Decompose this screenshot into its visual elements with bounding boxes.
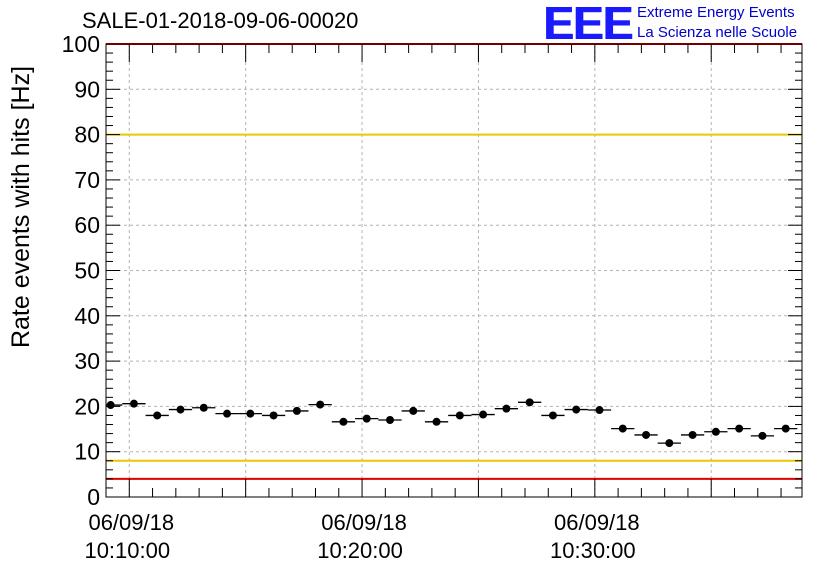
data-point [525,398,534,407]
reference-lines [106,43,802,480]
data-point [292,406,301,415]
data-point [246,409,255,418]
x-tick-date-label: 06/09/18 [554,510,640,535]
data-point [595,406,604,415]
y-tick-label: 60 [74,212,100,238]
data-point [642,430,651,439]
y-tick-label: 80 [74,122,100,148]
data-point [455,411,464,420]
data-point [269,411,278,420]
y-tick-label: 40 [74,303,100,329]
data-point [409,406,418,415]
data-point [199,403,208,412]
data-point [223,409,232,418]
logo-line-1: Extreme Energy Events [637,4,795,21]
data-point [572,405,581,414]
data-point [176,405,185,414]
data-point [479,410,488,419]
y-axis-label: Rate events with hits [Hz] [7,66,35,348]
x-tick-time-label: 10:30:00 [550,538,636,563]
data-point [688,430,697,439]
x-tick-date-label: 06/09/18 [321,510,407,535]
data-point [129,399,138,408]
data-point [339,417,348,426]
x-tick-time-label: 10:10:00 [84,538,170,563]
data-point [153,411,162,420]
data-point [316,400,325,409]
y-tick-label: 100 [62,31,100,57]
grid [106,44,802,497]
chart-title: SALE-01-2018-09-06-00020 [82,8,359,33]
data-point [432,417,441,426]
y-tick-label: 30 [74,348,100,374]
data-point [735,424,744,433]
data-point [665,439,674,448]
x-tick-date-label: 06/09/18 [88,510,174,535]
data-point [758,431,767,440]
y-tick-label: 70 [74,167,100,193]
data-point [711,427,720,436]
logo-line-2: La Scienza nelle Scuole [637,24,798,41]
y-tick-label: 0 [87,484,100,510]
data-point [548,411,557,420]
y-tick-label: 20 [74,393,100,419]
data-point [618,424,627,433]
data-point [502,404,511,413]
data-point [362,414,371,423]
data-point [385,415,394,424]
y-tick-label: 10 [74,439,100,465]
data-point [106,401,115,410]
eee-logo: EEE [543,0,633,49]
data-point [781,424,790,433]
y-tick-label: 50 [74,258,100,284]
data-points [106,398,798,448]
axes: 0 10 20 30 40 50 60 70 80 90 100 06/09/18 10:10:00 06… [62,31,803,563]
y-tick-label: 90 [74,76,100,102]
x-tick-time-label: 10:20:00 [317,538,403,563]
